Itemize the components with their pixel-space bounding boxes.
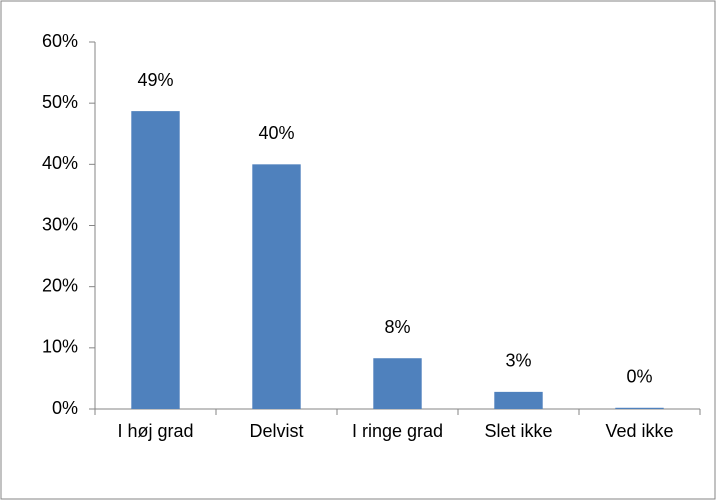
bar bbox=[373, 358, 422, 409]
y-tick-label: 20% bbox=[42, 275, 78, 295]
x-tick-label: I høj grad bbox=[117, 421, 194, 441]
y-tick-label: 40% bbox=[42, 153, 78, 173]
x-tick-label: Ved ikke bbox=[605, 421, 674, 441]
value-label: 49% bbox=[137, 70, 173, 90]
bar bbox=[494, 391, 543, 409]
x-tick-label: Slet ikke bbox=[484, 421, 553, 441]
bar bbox=[252, 164, 301, 409]
value-label: 8% bbox=[384, 317, 410, 337]
bar bbox=[615, 407, 664, 409]
x-tick-label: Delvist bbox=[249, 421, 304, 441]
value-label: 40% bbox=[258, 123, 294, 143]
bar bbox=[131, 111, 180, 409]
y-tick-label: 0% bbox=[52, 398, 78, 418]
x-tick-label: I ringe grad bbox=[351, 421, 444, 441]
value-label: 3% bbox=[505, 351, 531, 371]
y-tick-label: 10% bbox=[42, 337, 78, 357]
y-tick-label: 50% bbox=[42, 92, 78, 112]
y-tick-label: 60% bbox=[42, 31, 78, 51]
value-label: 0% bbox=[626, 367, 652, 387]
y-tick-label: 30% bbox=[42, 214, 78, 234]
